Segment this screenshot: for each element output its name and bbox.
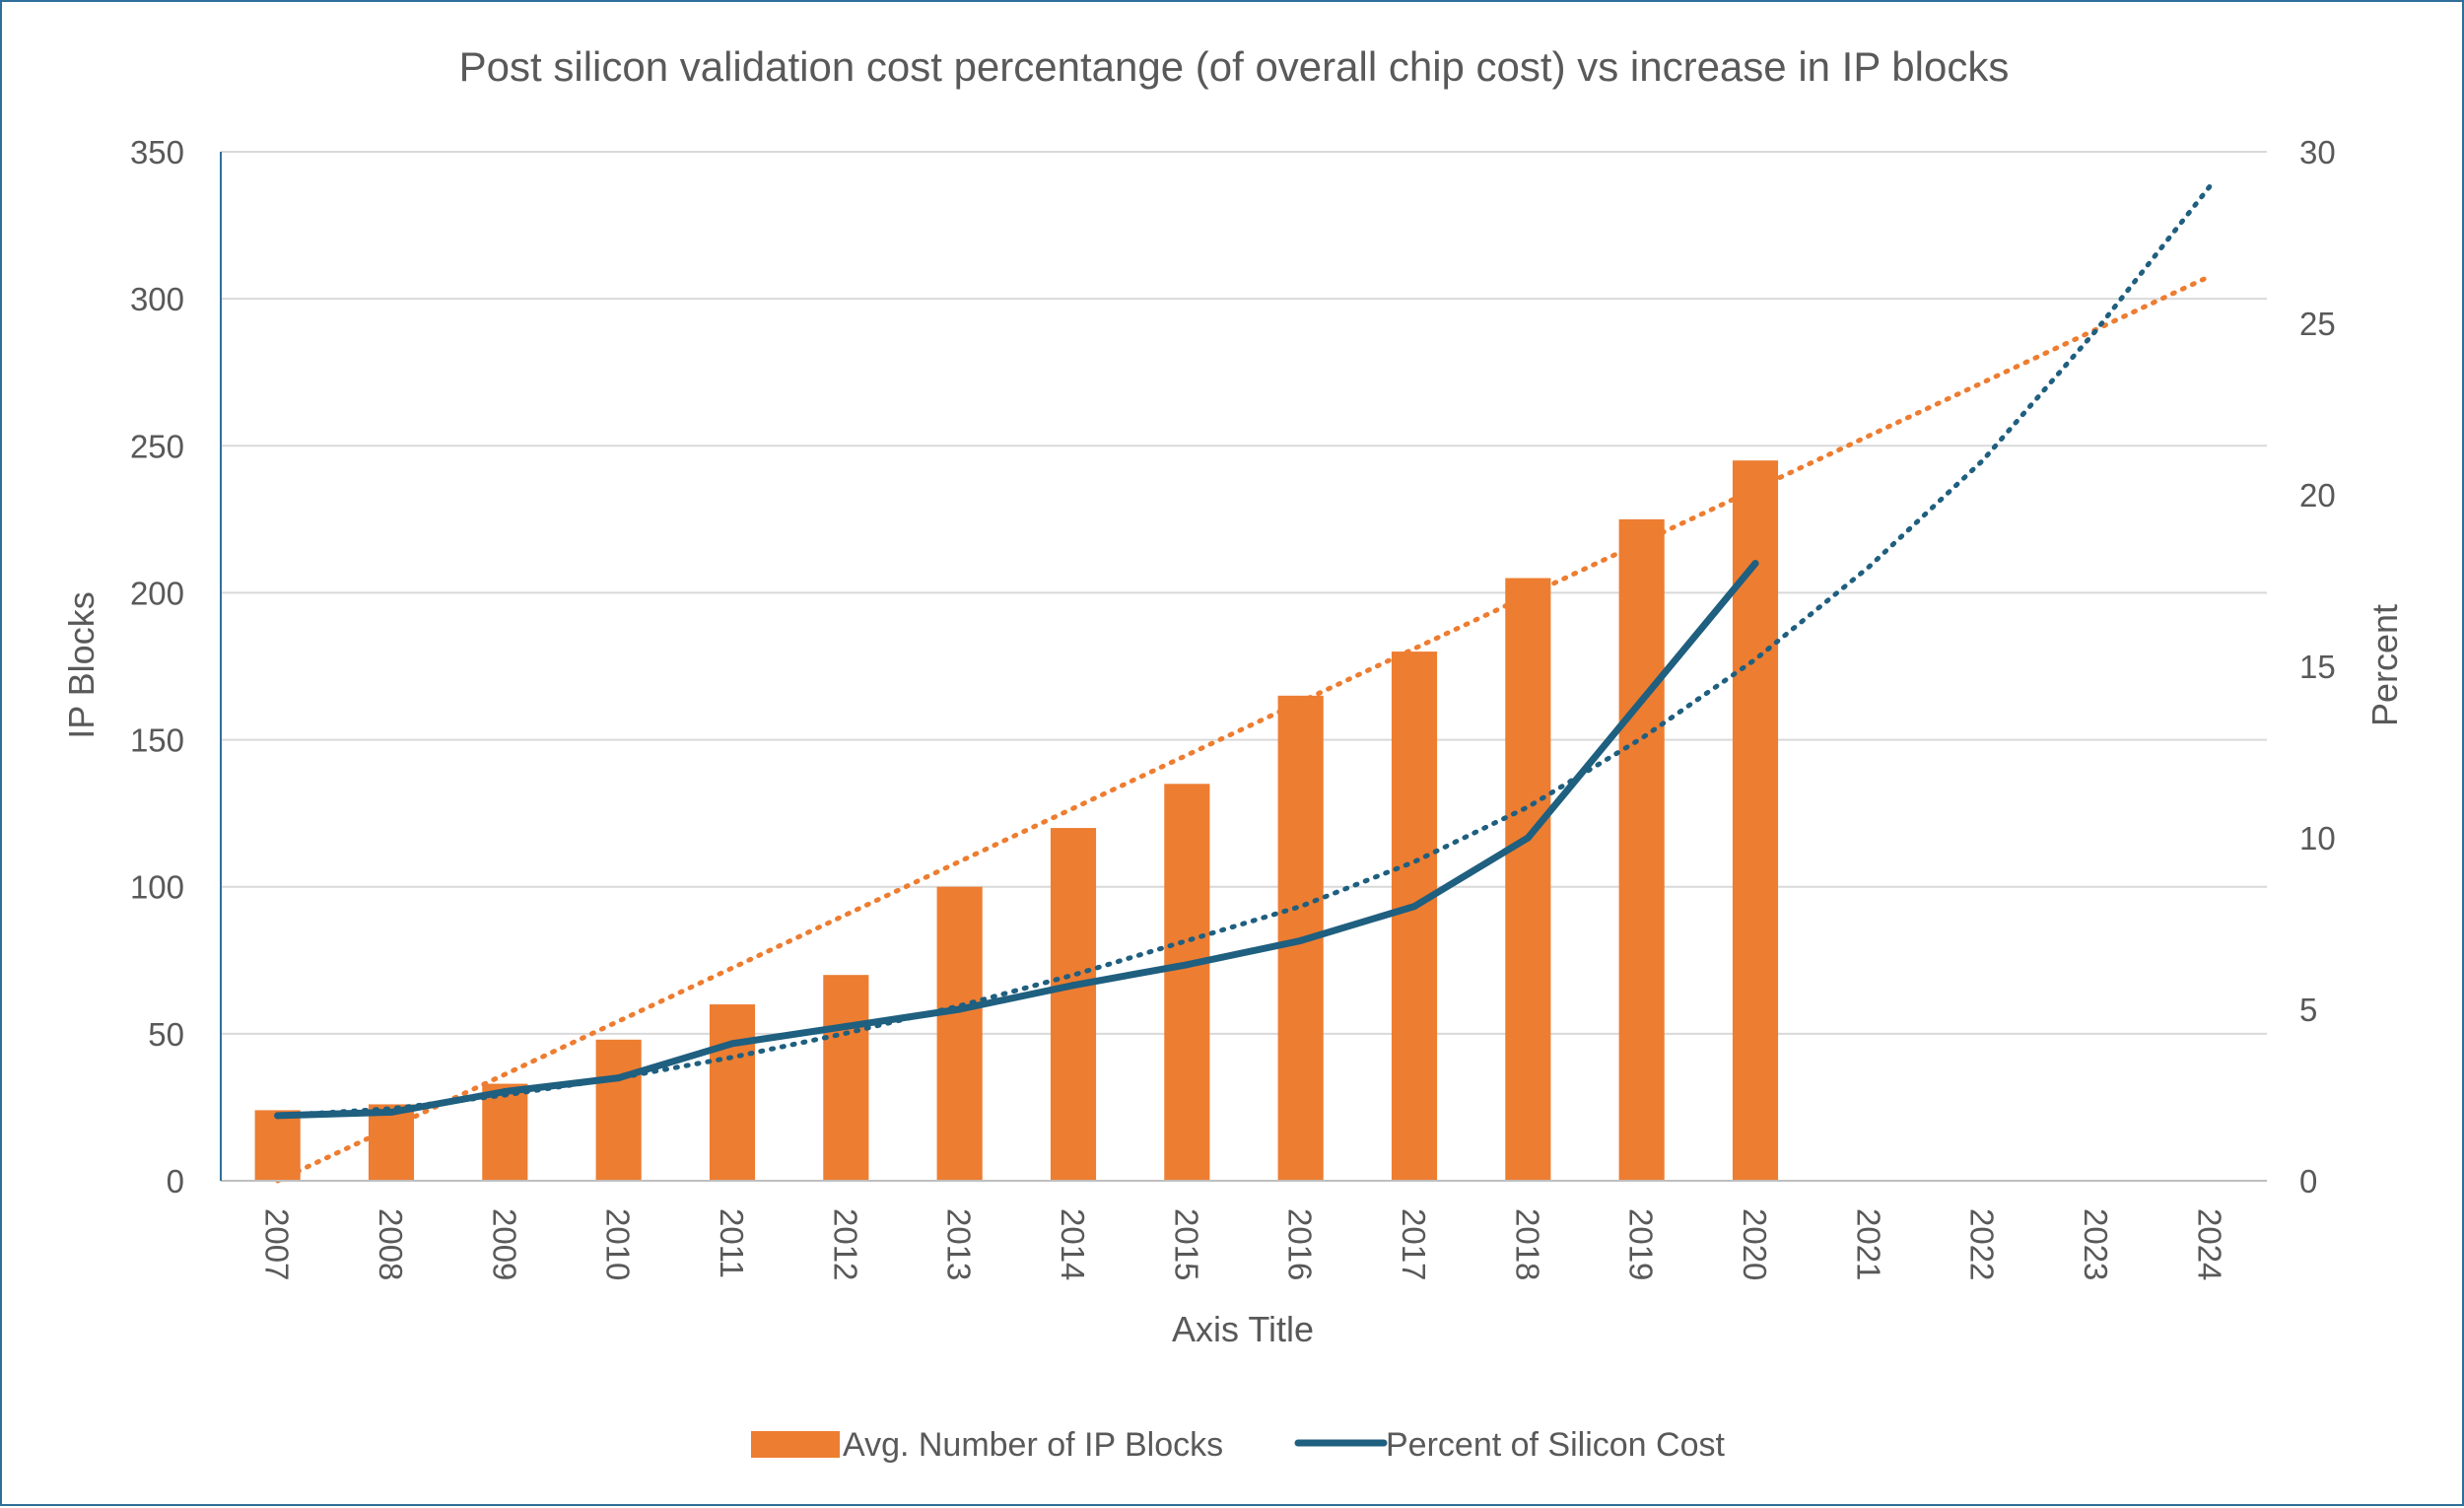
x-tick-label: 2011: [714, 1208, 750, 1278]
line-point: [1069, 982, 1077, 990]
y-tick-label: 250: [130, 428, 184, 464]
legend: Avg. Number of IP Blocks Percent of Sili…: [751, 1426, 1725, 1464]
bar: [1164, 784, 1210, 1181]
chart-title: Post silicon validation cost percentange…: [459, 43, 2010, 90]
bar: [482, 1083, 528, 1181]
x-tick-label: 2024: [2191, 1208, 2227, 1280]
bar: [254, 1110, 301, 1181]
line-point: [1183, 961, 1191, 969]
gridlines: [221, 151, 2267, 1035]
y2-tick-label: 30: [2299, 134, 2336, 171]
y2-tick-label: 5: [2299, 992, 2317, 1028]
axes: [220, 152, 2267, 1182]
y-tick-label: 50: [148, 1016, 184, 1053]
legend-swatch-bars: [751, 1431, 840, 1458]
x-tick-label: 2016: [1282, 1208, 1319, 1280]
x-tick-label: 2010: [600, 1208, 637, 1280]
legend-label-bars: Avg. Number of IP Blocks: [843, 1426, 1223, 1464]
x-tick-label: 2023: [2078, 1208, 2114, 1280]
x-tick-label: 2021: [1850, 1208, 1886, 1280]
trendlines: [275, 183, 2213, 1184]
y-tick-label: 0: [167, 1163, 184, 1200]
x-tick-label: 2020: [1737, 1208, 1773, 1280]
line-point: [842, 1022, 850, 1030]
trendline-ip-blocks: [275, 273, 2213, 1184]
x-tick-label: 2018: [1509, 1208, 1545, 1280]
bar: [1505, 578, 1551, 1181]
bar: [595, 1039, 642, 1181]
line-point: [274, 1112, 282, 1120]
line-point: [387, 1108, 395, 1116]
line-point: [1638, 697, 1646, 705]
line-point: [1297, 936, 1305, 944]
x-tick-label: 2009: [486, 1208, 522, 1280]
bar: [709, 1004, 756, 1181]
y-tick-label: 200: [130, 575, 184, 611]
legend-label-line: Percent of Silicon Cost: [1386, 1426, 1725, 1464]
line-point: [1410, 903, 1418, 911]
y2-tick-label: 15: [2299, 649, 2336, 685]
x-axis-title: Axis Title: [1172, 1309, 1314, 1349]
bar: [936, 886, 983, 1181]
x-tick-label: 2015: [1168, 1208, 1204, 1280]
bar-series: [254, 460, 1779, 1181]
y-tick-label: 150: [130, 722, 184, 759]
line-point: [501, 1088, 509, 1096]
line-point: [728, 1040, 736, 1048]
x-tick-label: 2022: [1964, 1208, 2001, 1280]
bar: [823, 975, 869, 1181]
bar: [1391, 651, 1438, 1181]
line-point: [615, 1074, 623, 1082]
x-tick-label: 2019: [1623, 1208, 1660, 1280]
y2-tick-label: 0: [2299, 1163, 2317, 1200]
y2-tick-label: 20: [2299, 477, 2336, 514]
y-tick-label: 100: [130, 869, 184, 906]
line-percent-silicon-cost: [274, 560, 1759, 1120]
y-axis-title: IP Blocks: [61, 591, 102, 738]
y-tick-label: 350: [130, 134, 184, 171]
line-series: [274, 560, 1759, 1120]
bar: [368, 1104, 415, 1181]
x-tick-label: 2014: [1055, 1208, 1091, 1280]
tick-labels: 0 50 100 150 200 250 300 350 0 5 10 15 20 25 30 2007 200…: [130, 134, 2336, 1280]
bar: [1050, 828, 1097, 1181]
y2-axis-title: Percent: [2364, 604, 2405, 726]
x-tick-label: 2013: [941, 1208, 978, 1280]
y-tick-label: 300: [130, 281, 184, 317]
bar: [1618, 518, 1665, 1181]
line-point: [1524, 834, 1532, 842]
x-tick-label: 2007: [259, 1208, 296, 1280]
line-point: [1751, 560, 1759, 568]
x-tick-label: 2008: [373, 1208, 409, 1280]
y2-tick-label: 10: [2299, 820, 2336, 857]
x-tick-label: 2017: [1396, 1208, 1432, 1280]
x-tick-label: 2012: [827, 1208, 863, 1280]
trendline-silicon-cost: [275, 183, 2213, 1119]
y2-tick-label: 25: [2299, 306, 2336, 342]
line-point: [956, 1005, 964, 1013]
